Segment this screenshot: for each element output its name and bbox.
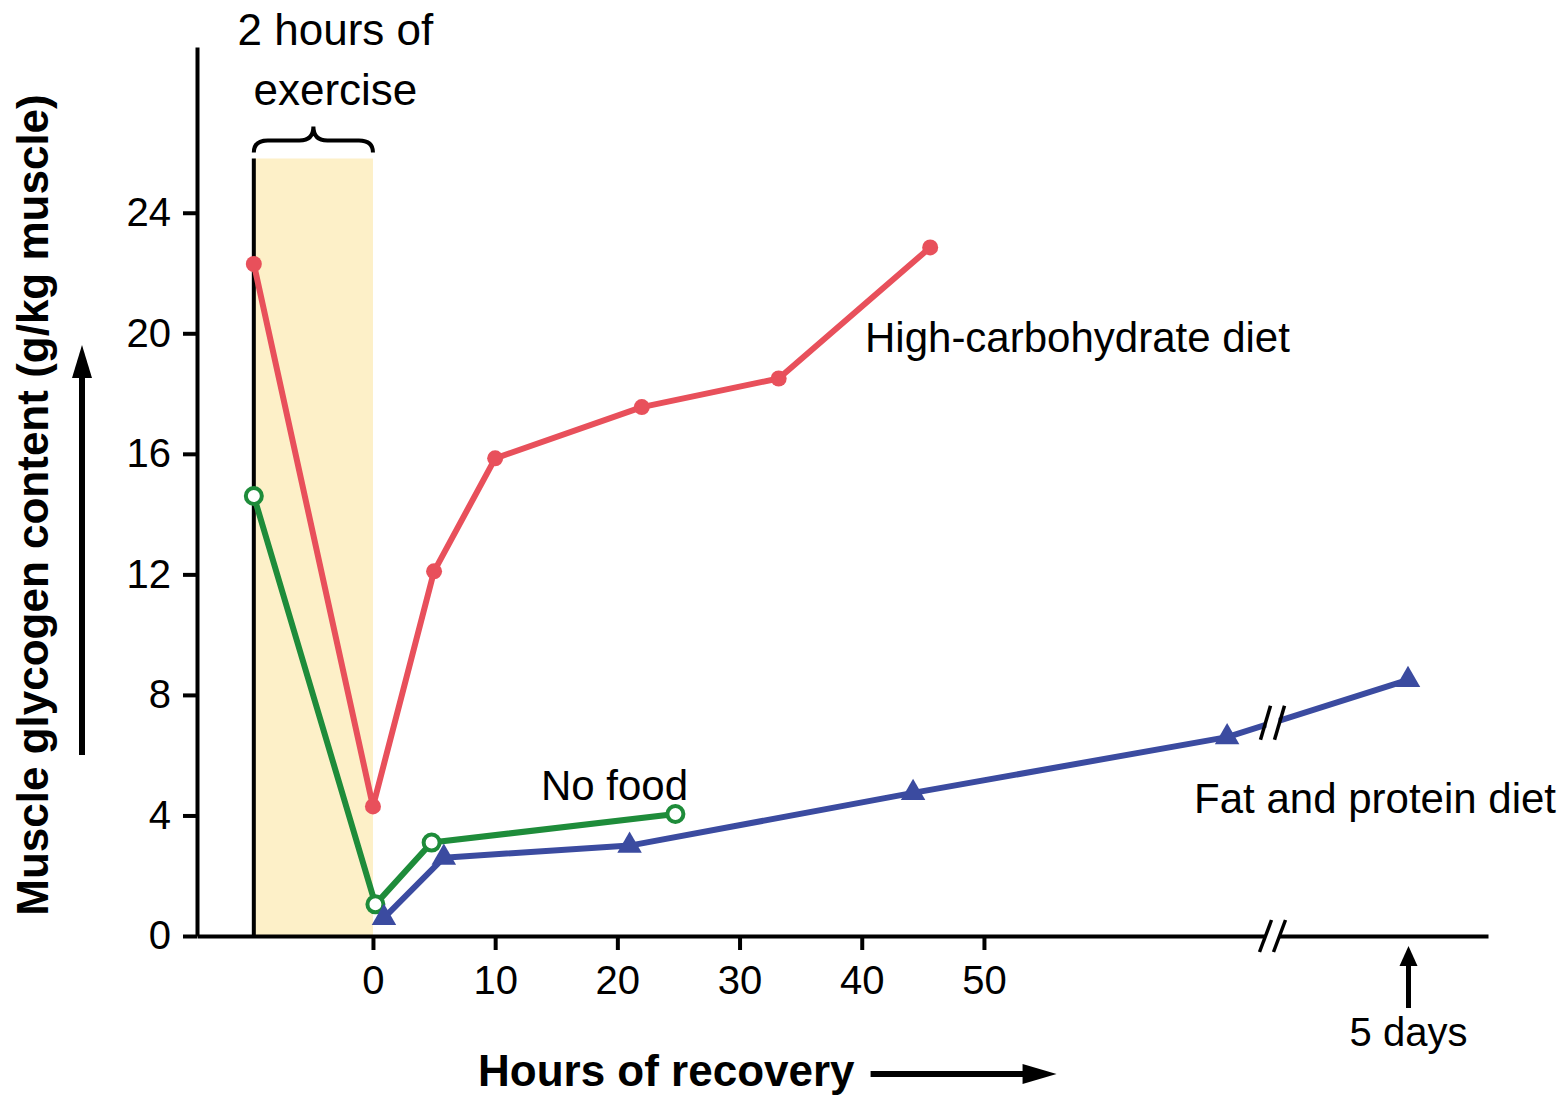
axis-break (1260, 706, 1286, 952)
y-tick-mark (183, 814, 197, 818)
x-tick-label: 5 days (1350, 1010, 1468, 1054)
x-tick-label: 40 (840, 958, 885, 1002)
line-break-slash (1261, 706, 1271, 740)
data-point (487, 450, 503, 466)
series-label: High-carbohydrate diet (865, 314, 1290, 361)
data-point (365, 798, 381, 814)
x-tick: 30 (718, 936, 763, 1002)
x-tick-label: 20 (596, 958, 641, 1002)
data-point (901, 779, 926, 800)
y-tick-label: 4 (149, 793, 171, 837)
data-point (1396, 666, 1421, 687)
y-tick-label: 24 (127, 190, 172, 234)
y-tick-label: 12 (127, 552, 172, 596)
y-tick: 8 (149, 672, 197, 716)
y-tick: 4 (149, 793, 197, 837)
y-title-arrow (79, 372, 85, 755)
exercise-brace (254, 127, 373, 153)
y-tick-label: 0 (149, 913, 171, 957)
y-tick-mark (183, 211, 197, 215)
y-title-arrowhead (72, 345, 92, 378)
y-tick: 16 (127, 431, 198, 475)
axis-break-slash (1260, 920, 1272, 952)
x-axis-title: Hours of recovery (478, 1046, 855, 1095)
series-0 (246, 239, 938, 814)
line-break-slash (1275, 706, 1285, 740)
x-tick-mark (982, 936, 986, 950)
x-tick-mark (371, 936, 375, 950)
data-point (424, 835, 440, 851)
data-point (372, 904, 397, 925)
y-tick: 24 (127, 190, 198, 234)
data-point (634, 399, 650, 415)
x-tick-arrowhead (1400, 946, 1418, 966)
data-point (426, 563, 442, 579)
x-axis-line (198, 935, 1489, 939)
axis-break-slash (1274, 920, 1286, 952)
x-tick: 10 (473, 936, 517, 1002)
y-tick: 0 (149, 913, 197, 957)
x-tick: 5 days (1350, 946, 1468, 1054)
x-tick-label: 30 (718, 958, 763, 1002)
y-tick-label: 20 (127, 311, 172, 355)
x-title-arrowhead (1023, 1064, 1057, 1084)
x-tick-mark (738, 936, 742, 950)
data-point (617, 831, 642, 852)
y-tick: 20 (127, 311, 198, 355)
y-tick: 12 (127, 552, 198, 596)
data-point (771, 370, 787, 386)
x-tick: 40 (840, 936, 885, 1002)
data-point (246, 256, 262, 272)
x-tick: 50 (962, 936, 1007, 1002)
x-tick-mark (1406, 962, 1411, 1008)
exercise-label: exercise (253, 65, 417, 114)
y-tick-mark (183, 935, 197, 939)
x-tick-label: 0 (362, 958, 384, 1002)
data-point (922, 239, 938, 255)
data-point (432, 844, 457, 865)
x-tick: 0 (362, 936, 384, 1002)
series-line (254, 247, 930, 806)
y-tick-label: 8 (149, 672, 171, 716)
data-point (246, 488, 262, 504)
series-label: No food (541, 762, 688, 809)
y-tick-mark (183, 693, 197, 697)
y-tick-mark (183, 452, 197, 456)
x-axis: 0 10 20 30 40 50 5 days (198, 936, 1489, 1054)
series-label: Fat and protein diet (1194, 775, 1556, 822)
x-title-arrow (871, 1071, 1031, 1077)
data-point (1215, 723, 1240, 744)
x-tick-label: 10 (473, 958, 517, 1002)
y-axis: 0 4 8 12 16 20 24 (127, 48, 198, 958)
x-tick-mark (616, 936, 620, 950)
x-tick: 20 (596, 936, 641, 1002)
y-tick-mark (183, 573, 197, 577)
y-tick-mark (183, 332, 197, 336)
chart: 0 10 20 30 40 50 5 days 0 4 8 12 16 20 24 2 hours of ex… (0, 0, 1563, 1097)
x-tick-label: 50 (962, 958, 1007, 1002)
series-line (254, 496, 676, 904)
exercise-label: 2 hours of (238, 5, 434, 54)
y-axis-title: Muscle glycogen content (g/kg muscle) (8, 94, 57, 915)
x-tick-mark (494, 936, 498, 950)
x-tick-mark (860, 936, 864, 950)
y-tick-label: 16 (127, 431, 172, 475)
y-axis-line (196, 48, 200, 937)
